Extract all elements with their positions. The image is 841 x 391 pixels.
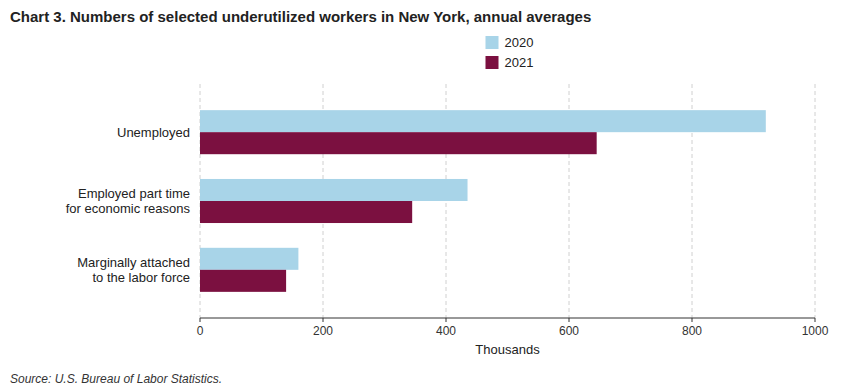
tick-label: 400 <box>436 324 456 338</box>
tick-mark <box>200 318 201 322</box>
tick-mark <box>323 318 324 322</box>
tick-mark <box>692 318 693 322</box>
tick-mark <box>569 318 570 322</box>
legend-swatch <box>486 56 499 69</box>
bar <box>200 248 298 270</box>
legend-swatch <box>486 36 499 49</box>
legend-label: 2020 <box>505 35 534 50</box>
axis-line <box>200 318 815 319</box>
category-label-line: Unemployed <box>117 125 190 140</box>
chart: Chart 3. Numbers of selected underutiliz… <box>0 0 841 391</box>
bar <box>200 270 286 292</box>
bars <box>200 110 766 292</box>
bar <box>200 201 412 223</box>
category-label-line: Marginally attached <box>77 255 190 270</box>
tick-label: 600 <box>559 324 579 338</box>
x-axis: 0 200 400 600 800 1000 <box>197 318 829 338</box>
category-label: Unemployed <box>117 125 190 140</box>
y-axis: Marginally attachedto the labor force Emp… <box>66 125 191 285</box>
tick-mark <box>446 318 447 322</box>
legend-label: 2021 <box>505 55 534 70</box>
x-axis-label: Thousands <box>475 342 540 357</box>
title: Chart 3. Numbers of selected underutiliz… <box>10 8 591 25</box>
tick-label: 0 <box>197 324 204 338</box>
tick-label: 1000 <box>802 324 829 338</box>
category-label-line: Employed part time <box>78 186 190 201</box>
tick-label: 200 <box>313 324 333 338</box>
tick-mark <box>815 318 816 322</box>
bar <box>200 132 597 154</box>
bar <box>200 110 766 132</box>
category-label-line: to the labor force <box>92 270 190 285</box>
category-label-line: for economic reasons <box>66 201 191 216</box>
grid-line <box>815 84 816 318</box>
category-label: Employed part timefor economic reasons <box>66 186 191 216</box>
grid <box>200 84 815 318</box>
source-note: Source: U.S. Bureau of Labor Statistics. <box>10 372 222 386</box>
bar <box>200 179 468 201</box>
legend: 2020 2021 <box>486 35 534 70</box>
category-label: Marginally attachedto the labor force <box>77 255 190 285</box>
tick-label: 800 <box>682 324 702 338</box>
